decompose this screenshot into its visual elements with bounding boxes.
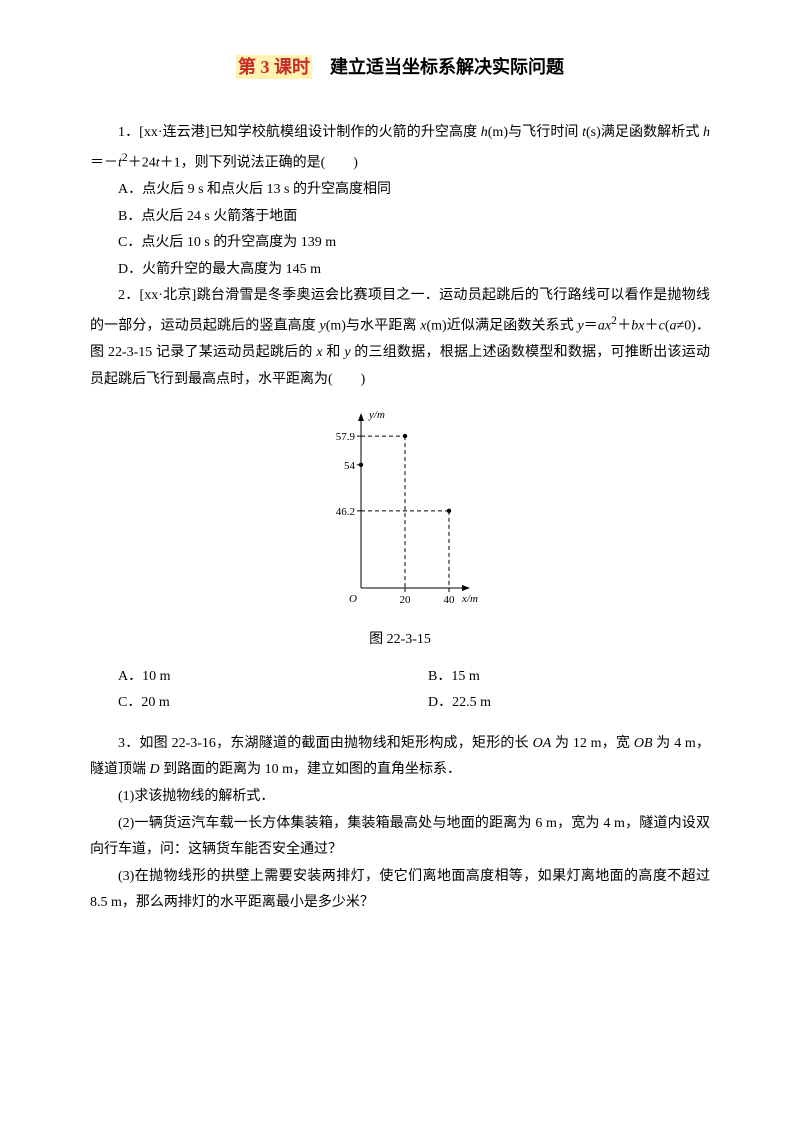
page: 第 3 课时 建立适当坐标系解决实际问题 1．[xx·连云港]已知学校航模组设计…	[0, 0, 800, 1132]
q3-part1: (1)求该抛物线的解析式．	[90, 784, 710, 811]
q1-opt-c: C．点火后 10 s 的升空高度为 139 m	[90, 230, 710, 257]
svg-text:O: O	[349, 593, 357, 605]
svg-text:y/m: y/m	[368, 409, 385, 421]
q2-stem: 2．[xx·北京]跳台滑雪是冬季奥运会比赛项目之一．运动员起跳后的飞行路线可以看…	[90, 283, 710, 393]
svg-text:46.2: 46.2	[335, 506, 354, 518]
q2-figure: y/m x/m O 46.2 54 57.9 20 40	[90, 405, 710, 621]
q1-opt-b: B．点火后 24 s 火箭落于地面	[90, 204, 710, 231]
title-rest: 建立适当坐标系解决实际问题	[312, 57, 564, 77]
q2-opts-row2: C．20 m D．22.5 m	[90, 690, 710, 717]
q2-opt-a: A．10 m	[90, 664, 400, 691]
q2-opt-d: D．22.5 m	[400, 690, 710, 717]
q2-chart-svg: y/m x/m O 46.2 54 57.9 20 40	[313, 405, 488, 610]
lesson-title: 第 3 课时 建立适当坐标系解决实际问题	[90, 50, 710, 84]
svg-text:40: 40	[443, 594, 455, 606]
title-prefix: 第 3 课时	[236, 55, 312, 79]
svg-text:20: 20	[399, 594, 411, 606]
svg-text:54: 54	[344, 460, 356, 472]
q2-opt-c: C．20 m	[90, 690, 400, 717]
q1-opt-d: D．火箭升空的最大高度为 145 m	[90, 257, 710, 284]
q1-opt-a: A．点火后 9 s 和点火后 13 s 的升空高度相同	[90, 177, 710, 204]
q2-opts-row1: A．10 m B．15 m	[90, 664, 710, 691]
spacer	[90, 717, 710, 731]
svg-text:57.9: 57.9	[335, 432, 355, 444]
q2-opt-b: B．15 m	[400, 664, 710, 691]
q3-stem: 3．如图 22-3-16，东湖隧道的截面由抛物线和矩形构成，矩形的长 OA 为 …	[90, 731, 710, 784]
q1-stem: 1．[xx·连云港]已知学校航模组设计制作的火箭的升空高度 h(m)与飞行时间 …	[90, 120, 710, 177]
svg-text:x/m: x/m	[461, 593, 478, 605]
q3-part3: (3)在抛物线形的拱壁上需要安装两排灯，使它们离地面高度相等，如果灯离地面的高度…	[90, 864, 710, 917]
q3-part2: (2)一辆货运汽车载一长方体集装箱，集装箱最高处与地面的距离为 6 m，宽为 4…	[90, 811, 710, 864]
q2-figure-caption: 图 22-3-15	[90, 627, 710, 654]
